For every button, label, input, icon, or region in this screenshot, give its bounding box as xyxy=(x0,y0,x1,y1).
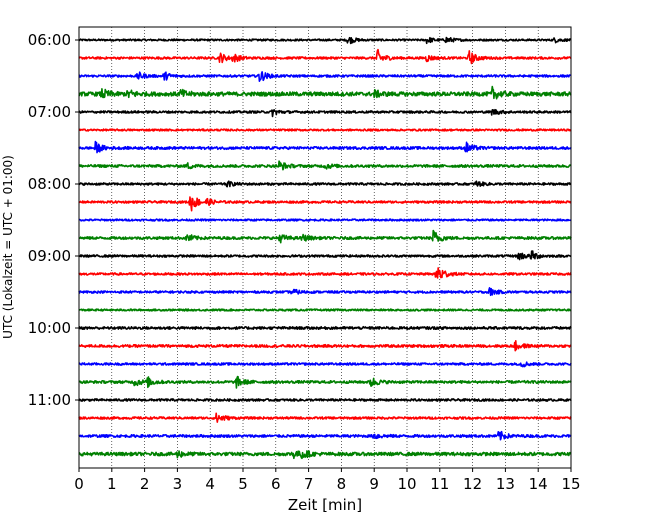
y-tick-label: 06:00 xyxy=(28,31,71,49)
plot-frame xyxy=(78,26,572,469)
trace-1015 xyxy=(78,339,572,352)
x-tick-label: 4 xyxy=(205,475,215,493)
trace-0645 xyxy=(78,85,572,100)
x-tick-label: 7 xyxy=(304,475,314,493)
trace-1030 xyxy=(78,361,572,368)
trace-layer xyxy=(78,36,572,460)
x-tick-label: 2 xyxy=(140,475,150,493)
trace-0830 xyxy=(78,218,572,222)
trace-1000 xyxy=(78,325,572,331)
x-tick-label: 0 xyxy=(74,475,84,493)
x-tick-label: 14 xyxy=(529,475,548,493)
x-tick-label: 3 xyxy=(173,475,183,493)
trace-0615 xyxy=(78,48,572,65)
y-axis: 06:00 07:00 08:00 09:00 10:00 11:00 xyxy=(28,31,79,409)
y-tick-label: 08:00 xyxy=(28,175,71,193)
y-tick-label: 07:00 xyxy=(28,103,71,121)
y-tick-label: 11:00 xyxy=(28,391,71,409)
trace-0915 xyxy=(78,267,572,279)
x-tick-label: 15 xyxy=(561,475,580,493)
trace-0845 xyxy=(78,229,572,244)
trace-0815 xyxy=(78,196,572,212)
trace-1130 xyxy=(78,430,572,441)
trace-0700 xyxy=(78,108,572,118)
x-tick-label: 1 xyxy=(107,475,117,493)
trace-0930 xyxy=(78,287,572,297)
trace-0715 xyxy=(78,128,572,132)
trace-0745 xyxy=(78,160,572,171)
x-tick-label: 10 xyxy=(397,475,416,493)
x-tick-label: 12 xyxy=(463,475,482,493)
y-tick-label: 09:00 xyxy=(28,247,71,265)
trace-1115 xyxy=(78,412,572,423)
x-tick-label: 8 xyxy=(337,475,347,493)
y-axis-label: UTC (Lokalzeit = UTC + 01:00) xyxy=(1,155,15,339)
x-tick-label: 9 xyxy=(369,475,379,493)
trace-0900 xyxy=(78,250,572,261)
x-tick-label: 13 xyxy=(496,475,515,493)
x-axis-label: Zeit [min] xyxy=(288,496,362,514)
trace-0800 xyxy=(78,180,572,188)
x-tick-label: 5 xyxy=(238,475,248,493)
x-axis: 0 1 2 3 4 5 6 7 8 9 10 11 12 13 14 15 xyxy=(74,468,581,493)
trace-0600 xyxy=(78,36,572,45)
trace-1045 xyxy=(78,375,572,389)
trace-1100 xyxy=(78,398,572,402)
trace-0730 xyxy=(78,140,572,154)
trace-0945 xyxy=(78,308,572,312)
trace-0630 xyxy=(78,71,572,83)
x-tick-label: 11 xyxy=(430,475,449,493)
y-tick-label: 10:00 xyxy=(28,319,71,337)
x-tick-label: 6 xyxy=(271,475,281,493)
trace-1145 xyxy=(78,450,572,460)
